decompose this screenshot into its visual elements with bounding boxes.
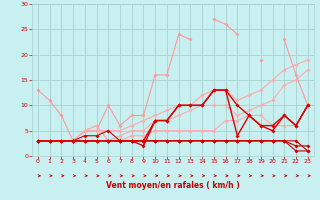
X-axis label: Vent moyen/en rafales ( km/h ): Vent moyen/en rafales ( km/h ) bbox=[106, 181, 240, 190]
